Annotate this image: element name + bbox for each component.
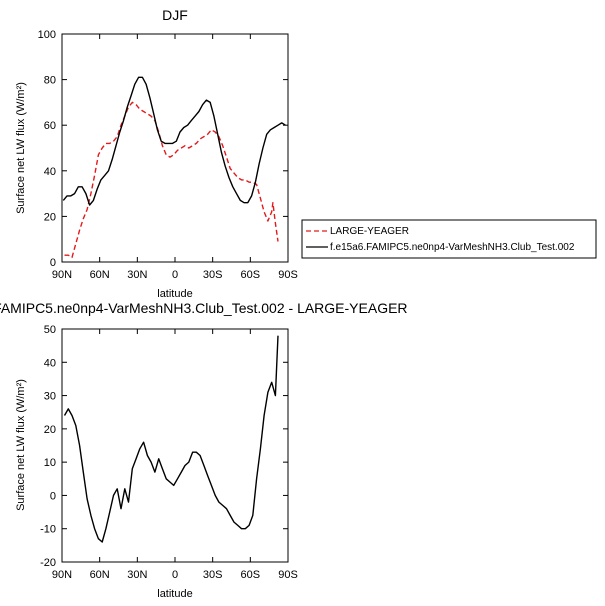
bottom-y-tick-label: 10	[44, 457, 56, 469]
bottom-y-tick-label: -10	[40, 524, 56, 536]
top-chart-title: DJF	[162, 7, 188, 23]
top-x-tick-label: 90S	[278, 269, 298, 281]
top-plot-frame	[61, 33, 289, 263]
top-y-tick-label: 60	[44, 120, 56, 132]
bottom-x-tick-label: 30S	[203, 569, 223, 581]
top-x-tick-label: 30S	[203, 269, 223, 281]
top-series-line-1	[62, 76, 286, 206]
top-x-tick-label: 90N	[52, 269, 72, 281]
bottom-series-lines	[63, 335, 279, 543]
top-x-tick-label: 0	[172, 269, 178, 281]
bottom-y-tick-label: 50	[44, 324, 56, 336]
bottom-y-axis-label: Surface net LW flux (W/m²)	[15, 379, 27, 511]
bottom-x-tick-label: 30N	[127, 569, 147, 581]
bottom-y-tick-label: 20	[44, 424, 56, 436]
top-y-tick-label: 40	[44, 166, 56, 178]
top-y-tick-label: 80	[44, 75, 56, 87]
top-chart-legend: LARGE-YEAGER f.e15a6.FAMIPC5.ne0np4-VarM…	[301, 219, 597, 259]
bottom-y-tick-label: 0	[50, 490, 56, 502]
bottom-x-tick-label: 60N	[90, 569, 110, 581]
top-series-line-0	[64, 101, 279, 259]
bottom-x-tick-label: 90S	[278, 569, 298, 581]
legend-label-model: f.e15a6.FAMIPC5.ne0np4-VarMeshNH3.Club_T…	[330, 242, 575, 253]
top-y-tick-label: 100	[38, 29, 56, 41]
legend-label-large-yeager: LARGE-YEAGER	[330, 226, 409, 237]
bottom-panel: f.e15a6.FAMIPC5.ne0np4-VarMeshNH3.Club_T…	[0, 300, 408, 600]
legend-box	[301, 219, 597, 259]
bottom-x-ticks: 90N 60N 30N 0 30S 60S 90S	[52, 329, 298, 581]
bottom-chart-title: f.e15a6.FAMIPC5.ne0np4-VarMeshNH3.Club_T…	[0, 300, 408, 316]
top-x-ticks: 90N 60N 30N 0 30S 60S 90S	[52, 34, 298, 281]
top-x-tick-label: 60S	[241, 269, 261, 281]
top-y-tick-label: 20	[44, 211, 56, 223]
bottom-plot-frame	[61, 328, 289, 563]
bottom-y-tick-label: -20	[40, 557, 56, 569]
bottom-x-tick-label: 0	[172, 569, 178, 581]
bottom-x-axis-label: latitude	[157, 588, 192, 600]
bottom-x-tick-label: 90N	[52, 569, 72, 581]
top-series-lines	[62, 76, 286, 259]
bottom-y-tick-label: 30	[44, 391, 56, 403]
top-x-tick-label: 60N	[90, 269, 110, 281]
bottom-series-line-0	[63, 335, 279, 543]
top-y-ticks: 0 20 40 60 80 100	[38, 29, 288, 269]
top-x-tick-label: 30N	[127, 269, 147, 281]
top-y-axis-label: Surface net LW flux (W/m²)	[15, 82, 27, 214]
top-y-tick-label: 0	[50, 257, 56, 269]
bottom-y-ticks: -20 -10 0 10 20 30 40 50	[40, 324, 288, 569]
bottom-x-tick-label: 60S	[241, 569, 261, 581]
top-panel: DJF 0 20 40 60 80 100 90N 60N 30N 0 30S 60S 90S lat…	[15, 7, 298, 300]
top-x-axis-label: latitude	[157, 288, 192, 300]
bottom-y-tick-label: 40	[44, 357, 56, 369]
